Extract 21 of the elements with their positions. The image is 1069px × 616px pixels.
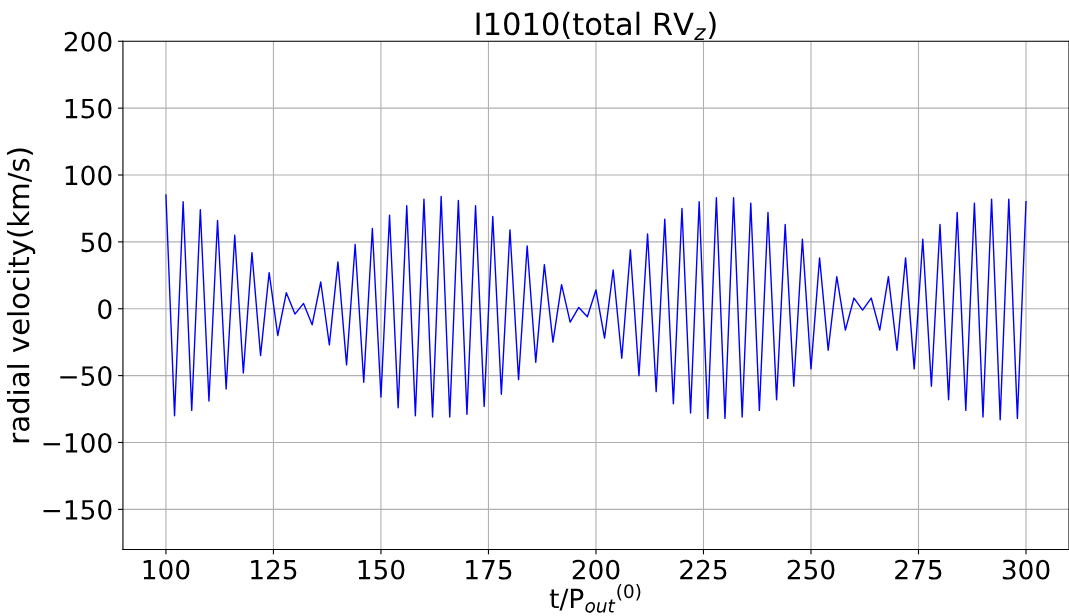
y-tick-label: −100 <box>43 432 112 453</box>
x-tick-label: 275 <box>895 559 942 580</box>
x-tick-label: 200 <box>572 559 620 580</box>
x-tick-label: 125 <box>251 559 297 580</box>
y-tick-label: 150 <box>65 98 112 119</box>
y-axis-title: radial velocity(km/s) <box>6 148 36 443</box>
line-series <box>165 194 1027 421</box>
y-tick-label: −150 <box>43 499 112 520</box>
x-axis-title: t/P$_{out}$$^{(0)}$ <box>549 584 641 613</box>
x-tick-label: 300 <box>1002 559 1050 580</box>
y-tick-label: 0 <box>98 299 112 320</box>
x-tick-label: 225 <box>680 559 727 580</box>
x-tick-label: 100 <box>143 559 190 580</box>
x-tick-label: 250 <box>787 559 835 580</box>
y-tick-label: 200 <box>64 31 112 52</box>
y-tick-label: 100 <box>65 165 112 186</box>
x-tick-label: 150 <box>358 559 405 580</box>
y-tick-label: 50 <box>81 232 112 253</box>
chart-title: I1010(total RV$_{z}$) <box>476 11 716 40</box>
y-tick-label: −50 <box>60 366 112 387</box>
x-tick-label: 175 <box>466 560 512 580</box>
